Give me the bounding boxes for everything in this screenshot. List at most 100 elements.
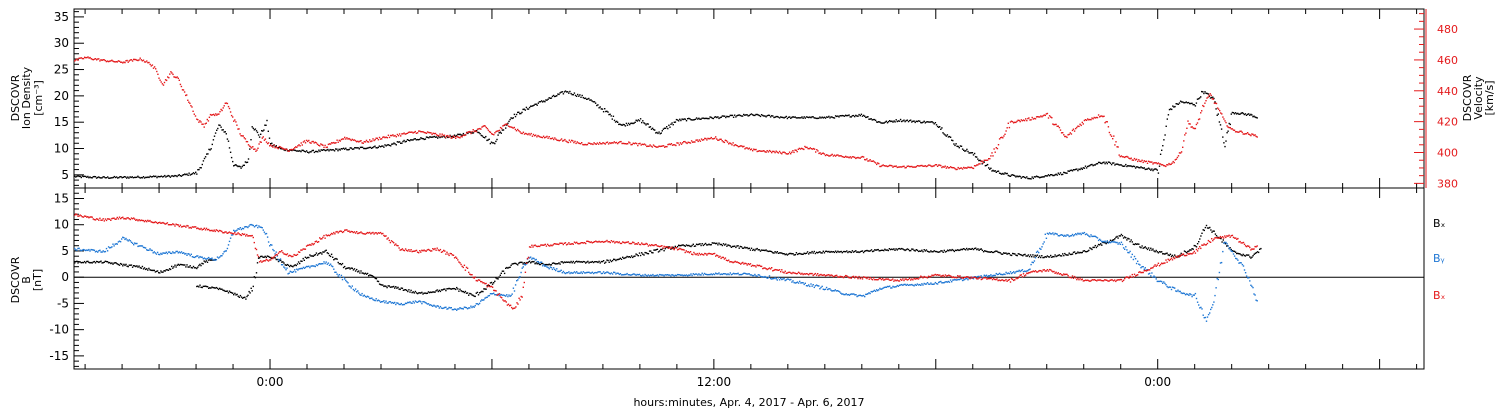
by-point [447, 308, 449, 310]
velocity-point [1035, 116, 1038, 118]
ion-density-point [1067, 170, 1069, 172]
bz-point [99, 217, 101, 219]
bx-point [651, 251, 653, 254]
by-point [234, 230, 236, 232]
ion-density-point [522, 108, 524, 111]
ion-density-point [204, 156, 207, 158]
by-point [841, 293, 843, 295]
ion-density-point [1092, 164, 1094, 167]
by-point [81, 249, 84, 251]
bx-point [213, 287, 215, 289]
ion-density-point [645, 124, 647, 126]
bx-point [401, 287, 404, 289]
velocity-point [118, 60, 121, 62]
bz-point [396, 244, 398, 247]
velocity-point [800, 147, 803, 150]
by-point [1076, 233, 1078, 236]
by-point [168, 251, 171, 253]
by-point [512, 287, 515, 289]
by-point [300, 267, 302, 270]
ion-density-point [500, 132, 502, 134]
by-point [790, 278, 792, 281]
bz-point [450, 253, 452, 255]
velocity-point [1132, 159, 1135, 161]
velocity-point [636, 142, 638, 145]
velocity-point [802, 148, 804, 150]
ion-density-point [540, 100, 543, 102]
ion-density-point [245, 161, 248, 164]
by-point [165, 251, 167, 253]
velocity-point [136, 59, 138, 61]
by-point [1151, 272, 1153, 274]
ion-density-point [1091, 163, 1093, 166]
ion-density-point [1075, 168, 1077, 171]
ion-density-point [93, 175, 96, 178]
ion-density-point [764, 115, 766, 117]
by-point [1222, 250, 1224, 253]
ion-density-point [404, 141, 406, 143]
ion-density-point [280, 147, 282, 150]
velocity-point [760, 150, 763, 152]
bz-point [112, 217, 114, 219]
bx-point [501, 270, 504, 272]
velocity-point [884, 165, 887, 167]
velocity-point [690, 140, 693, 142]
ion-density-point [657, 132, 659, 135]
ion-density-point [1083, 167, 1086, 169]
by-point [468, 307, 470, 309]
ion-density-point [1004, 172, 1006, 174]
by-point [208, 256, 210, 259]
bx-point [195, 267, 197, 269]
bx-point [111, 262, 113, 264]
ion-density-point [100, 177, 102, 179]
by-point [519, 276, 521, 278]
by-point [256, 224, 258, 227]
velocity-point [138, 59, 140, 61]
ion-density-point [342, 147, 345, 149]
bx-point [221, 288, 223, 290]
velocity-point [1096, 116, 1099, 119]
ion-density-point [650, 128, 653, 130]
velocity-point [238, 128, 240, 130]
velocity-point [545, 136, 547, 138]
ion-density-point [1044, 175, 1046, 177]
bz-point [136, 218, 138, 221]
bx-point [412, 291, 414, 293]
by-point [701, 272, 703, 274]
bx-point [1259, 248, 1261, 250]
ion-density-point [105, 177, 108, 179]
bx-point [205, 285, 208, 288]
bx-point [256, 262, 259, 264]
velocity-point [700, 138, 703, 140]
ion-density-point [225, 133, 227, 135]
bz-point [434, 247, 436, 250]
by-point [1249, 280, 1251, 282]
ion-density-point [755, 113, 757, 116]
ion-density-point [1020, 177, 1022, 179]
bx-point [457, 288, 459, 290]
ion-density-point [1066, 172, 1068, 174]
by-point [438, 307, 440, 309]
bx-point [838, 251, 840, 253]
ion-density-point [991, 170, 993, 172]
bz-point [155, 221, 158, 224]
velocity-point [229, 111, 232, 113]
bx-point [982, 251, 985, 253]
bz-point [174, 225, 176, 227]
velocity-point [242, 135, 244, 137]
by-point [229, 237, 232, 239]
velocity-point [143, 61, 146, 63]
velocity-point [390, 134, 392, 137]
bx-point [488, 284, 491, 287]
bz-point [143, 220, 146, 223]
bx-point [567, 261, 569, 263]
ion-density-point [176, 175, 178, 178]
bx-point [1153, 250, 1155, 252]
ion-density-point [679, 118, 681, 120]
bx-point [328, 254, 331, 257]
by-point [249, 224, 251, 226]
velocity-point [903, 165, 905, 167]
bx-point [973, 247, 976, 250]
bz-point [431, 250, 433, 252]
velocity-point [1075, 127, 1077, 130]
